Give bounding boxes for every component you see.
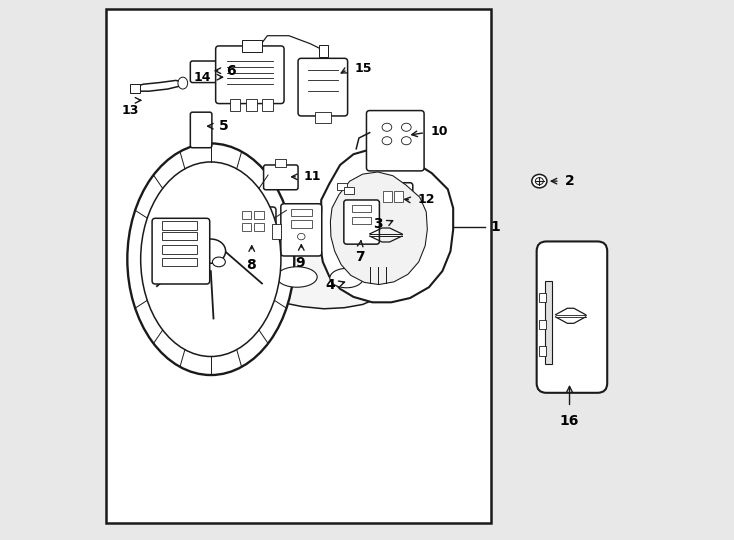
Polygon shape	[330, 172, 427, 285]
FancyBboxPatch shape	[190, 112, 212, 148]
Ellipse shape	[382, 137, 392, 145]
Ellipse shape	[401, 137, 411, 145]
Bar	[539, 293, 546, 302]
FancyBboxPatch shape	[264, 165, 298, 190]
Bar	[539, 320, 546, 329]
Bar	[241, 40, 262, 52]
Bar	[344, 187, 354, 194]
Bar	[539, 347, 546, 356]
FancyBboxPatch shape	[537, 241, 607, 393]
Ellipse shape	[196, 239, 225, 264]
Text: 16: 16	[560, 414, 579, 428]
Text: 12: 12	[417, 193, 435, 206]
Ellipse shape	[535, 178, 543, 185]
Bar	[162, 232, 197, 240]
Ellipse shape	[532, 174, 547, 188]
Bar	[130, 84, 139, 93]
Bar	[255, 211, 264, 219]
Ellipse shape	[297, 233, 305, 240]
Bar	[255, 223, 264, 231]
Text: 14: 14	[193, 71, 211, 84]
Ellipse shape	[401, 123, 411, 131]
Polygon shape	[133, 80, 185, 91]
Text: 15: 15	[354, 62, 371, 75]
FancyBboxPatch shape	[366, 111, 424, 171]
Text: 1: 1	[491, 220, 501, 234]
Text: 2: 2	[565, 174, 575, 188]
Ellipse shape	[382, 123, 392, 131]
Text: 8: 8	[246, 258, 255, 272]
FancyBboxPatch shape	[229, 207, 276, 262]
Bar	[272, 224, 281, 239]
Bar	[162, 245, 197, 254]
Text: 7: 7	[355, 250, 364, 264]
Text: 9: 9	[295, 256, 305, 270]
Text: 10: 10	[431, 125, 448, 138]
Bar	[315, 112, 331, 124]
FancyBboxPatch shape	[216, 46, 284, 104]
Text: 5: 5	[219, 119, 228, 133]
Bar	[352, 205, 371, 212]
Text: 6: 6	[226, 64, 236, 78]
Bar	[275, 159, 286, 167]
FancyBboxPatch shape	[152, 218, 210, 284]
Ellipse shape	[127, 144, 294, 375]
FancyBboxPatch shape	[190, 61, 226, 83]
Ellipse shape	[178, 77, 188, 89]
Bar	[241, 223, 251, 231]
FancyBboxPatch shape	[106, 9, 491, 523]
Bar	[319, 45, 328, 57]
Bar	[383, 191, 392, 201]
FancyBboxPatch shape	[373, 183, 413, 215]
Ellipse shape	[330, 268, 363, 288]
Bar	[545, 281, 552, 364]
Text: 11: 11	[304, 170, 321, 183]
Bar	[162, 258, 197, 266]
FancyBboxPatch shape	[298, 58, 348, 116]
Ellipse shape	[277, 267, 317, 287]
Text: 3: 3	[374, 217, 383, 231]
Bar	[241, 211, 251, 219]
Polygon shape	[320, 149, 453, 302]
Text: 13: 13	[121, 104, 139, 117]
Polygon shape	[250, 243, 393, 309]
FancyBboxPatch shape	[344, 200, 379, 244]
Bar	[338, 183, 347, 190]
Ellipse shape	[212, 257, 225, 267]
Text: 4: 4	[325, 278, 335, 292]
FancyBboxPatch shape	[281, 204, 321, 256]
Ellipse shape	[141, 162, 281, 356]
Bar	[394, 191, 402, 201]
Bar	[246, 99, 257, 111]
Bar	[291, 208, 312, 216]
Bar	[262, 99, 273, 111]
Bar	[230, 99, 241, 111]
Bar	[291, 220, 312, 228]
Bar	[162, 221, 197, 230]
Bar	[352, 217, 371, 224]
